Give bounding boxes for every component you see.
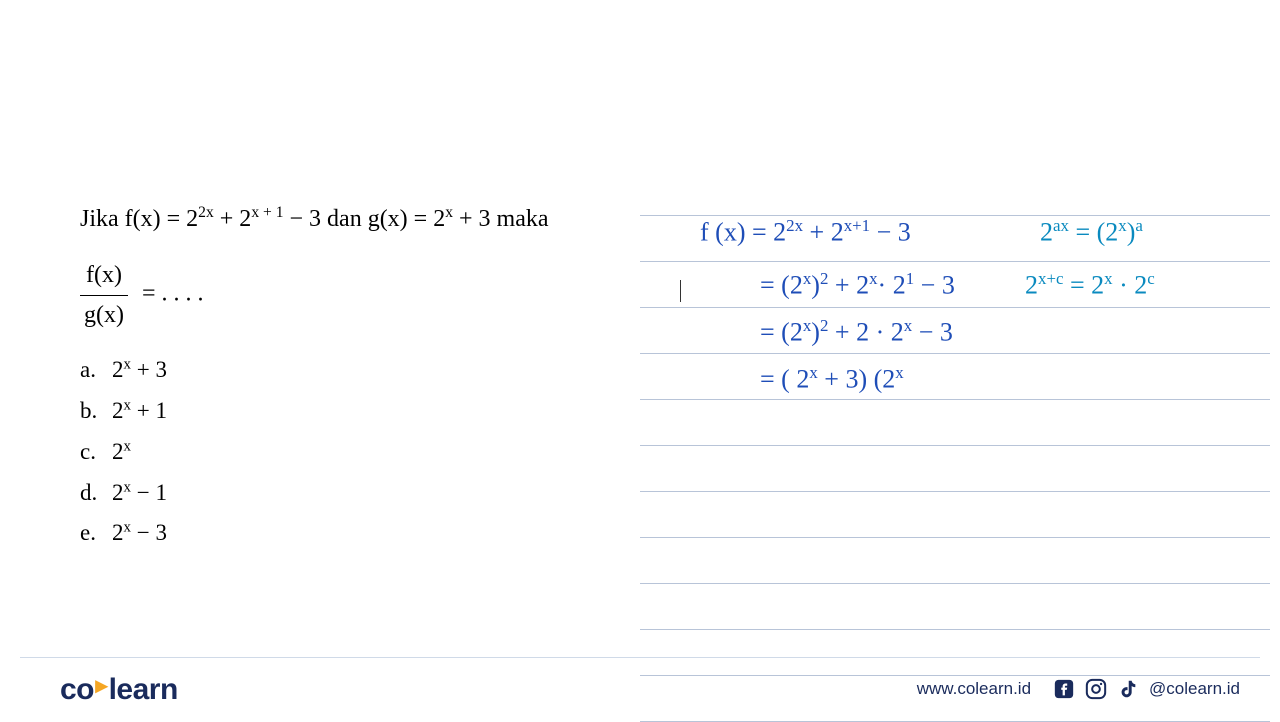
brand-logo: co▸learn — [60, 672, 178, 707]
problem-exp: x + 1 — [251, 204, 283, 221]
social-group: @colearn.id — [1053, 678, 1240, 700]
rule-line — [640, 538, 1270, 584]
rule-line — [640, 492, 1270, 538]
facebook-icon — [1053, 678, 1075, 700]
answer-options: a.2x + 3 b.2x + 1 c.2x d.2x − 1 e.2x − 3 — [80, 352, 620, 552]
footer: co▸learn www.colearn.id @colearn.id — [0, 658, 1280, 720]
problem-panel: Jika f(x) = 22x + 2x + 1 − 3 dan g(x) = … — [0, 100, 640, 640]
problem-equation: f(x) g(x) = . . . . — [80, 256, 620, 334]
problem-exp: x — [445, 204, 453, 221]
handwriting-line: 2ax = (2x)a — [1040, 215, 1143, 249]
rule-line — [640, 354, 1270, 400]
option-e: e.2x − 3 — [80, 515, 620, 552]
problem-exp: 2x — [198, 204, 214, 221]
logo-co: co — [60, 673, 94, 706]
rule-line — [640, 446, 1270, 492]
rule-line — [640, 262, 1270, 308]
rule-line — [640, 584, 1270, 630]
handwriting-line: = (2x)2 + 2x· 21 − 3 — [760, 268, 955, 302]
rule-line — [640, 400, 1270, 446]
option-b: b.2x + 1 — [80, 393, 620, 430]
handwriting-line: = ( 2x + 3) (2x — [760, 362, 904, 396]
text-cursor — [680, 280, 681, 302]
fraction-denominator: g(x) — [80, 296, 128, 334]
rule-line — [640, 170, 1270, 216]
problem-statement: Jika f(x) = 22x + 2x + 1 − 3 dan g(x) = … — [80, 200, 620, 238]
option-a: a.2x + 3 — [80, 352, 620, 389]
option-c: c.2x — [80, 434, 620, 471]
instagram-icon — [1085, 678, 1107, 700]
logo-dot-icon: ▸ — [95, 671, 107, 699]
logo-learn: learn — [109, 673, 178, 706]
footer-right: www.colearn.id @colearn.id — [917, 678, 1240, 700]
tiktok-icon — [1117, 678, 1139, 700]
content-area: Jika f(x) = 22x + 2x + 1 − 3 dan g(x) = … — [0, 0, 1280, 640]
working-panel: f (x) = 22x + 2x+1 − 3 = (2x)2 + 2x· 21 −… — [640, 100, 1280, 640]
option-d: d.2x − 1 — [80, 475, 620, 512]
rule-line — [640, 308, 1270, 354]
handwriting-line: = (2x)2 + 2 · 2x − 3 — [760, 315, 953, 349]
problem-text-part: + 2 — [214, 206, 252, 232]
website-url: www.colearn.id — [917, 679, 1031, 699]
problem-text-part: − 3 dan g(x) = 2 — [284, 206, 446, 232]
problem-text-part: Jika f(x) = 2 — [80, 206, 198, 232]
social-handle: @colearn.id — [1149, 679, 1240, 699]
handwriting-line: 2x+c = 2x · 2c — [1025, 268, 1155, 302]
problem-text-part: + 3 maka — [453, 206, 549, 232]
handwriting-line: f (x) = 22x + 2x+1 − 3 — [700, 215, 911, 249]
equals-text: = . . . . — [142, 281, 204, 307]
fraction-numerator: f(x) — [80, 256, 128, 295]
fraction: f(x) g(x) — [80, 256, 128, 334]
